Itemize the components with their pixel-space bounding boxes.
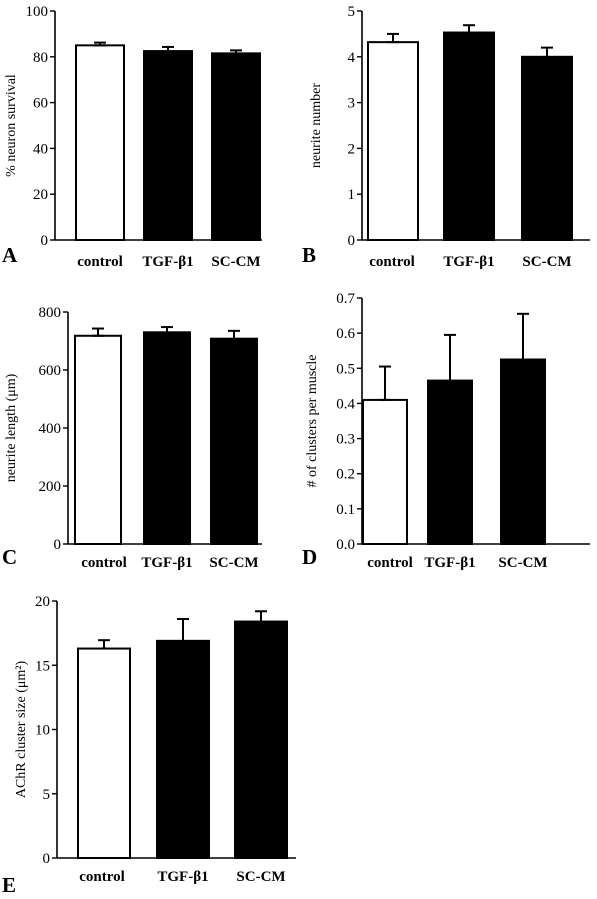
x-tick-label: SC-CM xyxy=(498,555,547,571)
y-tick-label: 0.0 xyxy=(336,537,355,553)
bar xyxy=(156,639,210,860)
y-axis-title: % neuron survival xyxy=(4,74,19,177)
bar xyxy=(427,379,473,546)
y-tick-label: 0.5 xyxy=(336,361,355,377)
x-tick-label: control xyxy=(367,555,413,571)
y-tick-label: 20 xyxy=(33,187,48,203)
y-tick-label: 200 xyxy=(39,479,62,495)
chart-panel-e: 0 5 10 15 20 control TGF-β1 SC-CM AChR cluster s… xyxy=(2,594,296,897)
bar xyxy=(521,55,573,241)
y-tick-label: 5 xyxy=(43,787,51,803)
y-tick-label: 60 xyxy=(33,96,48,112)
y-tick-label: 400 xyxy=(39,421,62,437)
panel-letter: B xyxy=(302,243,316,267)
bar xyxy=(143,331,191,545)
y-axis-title: AChR cluster size (μm²) xyxy=(14,661,29,799)
x-tick-label: SC-CM xyxy=(522,254,571,270)
chart-panel-c: 0 200 400 600 800 control TGF-β1 SC-CM neurite l… xyxy=(2,305,262,571)
y-tick-label: 10 xyxy=(35,723,50,739)
x-tick-label: TGF-β1 xyxy=(157,869,208,885)
y-tick-label: 0.2 xyxy=(336,467,355,483)
bar xyxy=(443,31,495,241)
bar xyxy=(75,44,125,241)
panel-letter: D xyxy=(302,545,317,569)
y-tick-label: 1 xyxy=(348,187,356,203)
y-tick-label: 3 xyxy=(348,96,356,112)
y-tick-label: 0.4 xyxy=(336,396,355,412)
x-tick-label: SC-CM xyxy=(209,555,258,571)
y-tick-label: 0 xyxy=(41,233,49,249)
y-axis-title: neurite length (μm) xyxy=(4,373,19,482)
x-tick-label: TGF-β1 xyxy=(443,254,494,270)
y-tick-label: 0 xyxy=(54,537,62,553)
panel-letter: C xyxy=(2,545,17,569)
y-tick-label: 15 xyxy=(35,658,50,674)
chart-panel-b: 0 1 2 3 4 5 control TGF-β1 SC-CM neurite number B xyxy=(302,4,590,270)
bar xyxy=(74,334,122,545)
bar xyxy=(362,398,408,545)
x-tick-label: SC-CM xyxy=(211,254,260,270)
x-tick-label: control xyxy=(77,254,123,270)
y-axis-title: neurite number xyxy=(309,83,324,168)
y-tick-label: 600 xyxy=(39,363,62,379)
y-tick-label: 0 xyxy=(348,233,356,249)
x-tick-label: SC-CM xyxy=(236,869,285,885)
y-tick-label: 80 xyxy=(33,50,48,66)
chart-panel-d: 0.0 0.1 0.2 0.3 0.4 0.5 0.6 0.7 control TGF-β1 SC-… xyxy=(302,291,590,571)
x-tick-label: TGF-β1 xyxy=(142,254,193,270)
y-tick-label: 0 xyxy=(43,851,51,867)
y-tick-label: 2 xyxy=(348,141,356,157)
x-tick-label: control xyxy=(79,869,125,885)
y-tick-label: 0.3 xyxy=(336,432,355,448)
y-tick-label: 4 xyxy=(348,50,356,66)
panel-letter: A xyxy=(2,243,18,267)
y-tick-label: 0.6 xyxy=(336,326,355,342)
y-tick-label: 0.7 xyxy=(336,291,355,307)
chart-panel-a: 0 20 40 60 80 100 control TGF-β1 SC-CM % neuron s… xyxy=(2,4,262,270)
panel-letter: E xyxy=(2,873,16,897)
bar xyxy=(211,52,261,241)
y-tick-label: 20 xyxy=(35,594,50,610)
bar xyxy=(367,41,419,242)
bar xyxy=(143,50,193,242)
x-tick-label: control xyxy=(81,555,127,571)
y-tick-label: 5 xyxy=(348,4,356,20)
x-tick-label: control xyxy=(369,254,415,270)
bar xyxy=(234,620,288,859)
y-tick-label: 40 xyxy=(33,141,48,157)
y-axis-title: # of clusters per muscle xyxy=(305,355,320,488)
x-tick-label: TGF-β1 xyxy=(141,555,192,571)
y-tick-label: 100 xyxy=(26,4,49,20)
bar xyxy=(210,337,258,545)
y-tick-label: 800 xyxy=(39,305,62,321)
x-tick-label: TGF-β1 xyxy=(424,555,475,571)
y-tick-label: 0.1 xyxy=(336,502,355,518)
bar xyxy=(500,358,546,545)
bar xyxy=(77,647,131,859)
